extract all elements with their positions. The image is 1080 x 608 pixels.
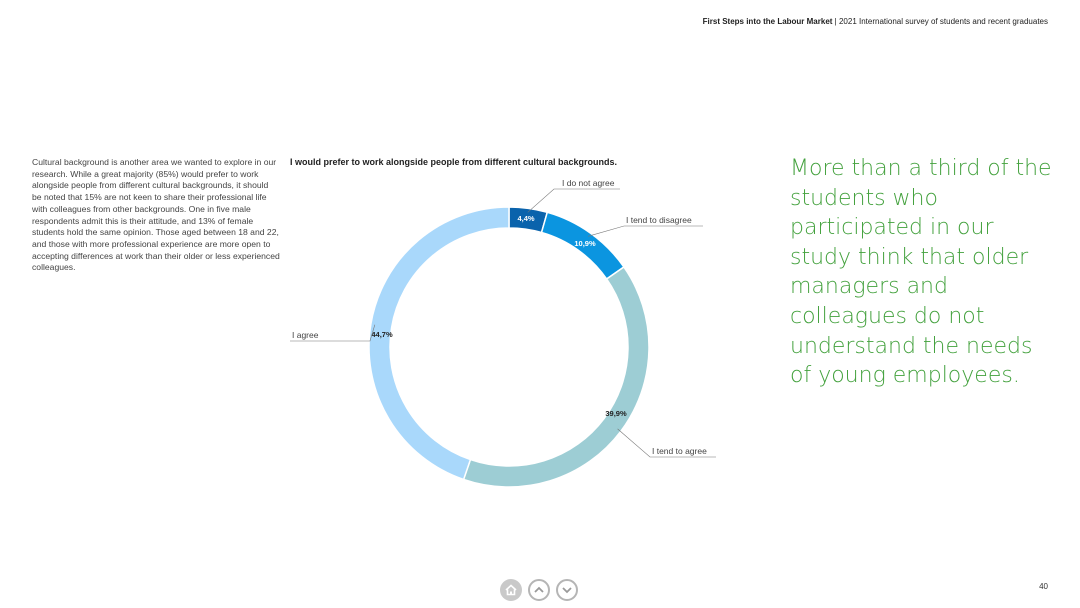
report-subtitle: 2021 International survey of students an… <box>838 17 1048 26</box>
header-separator: | <box>832 17 839 26</box>
slice-value-label-2: 10,9% <box>574 239 596 248</box>
report-header: First Steps into the Labour Market | 202… <box>703 17 1048 26</box>
home-icon <box>505 584 517 596</box>
home-button[interactable] <box>500 579 522 601</box>
chart-title: I would prefer to work alongside people … <box>290 157 618 167</box>
category-label-4: I agree <box>292 330 319 340</box>
callout-line-3 <box>617 428 716 458</box>
callout-line-1 <box>527 188 620 213</box>
donut-slice-4 <box>368 206 510 481</box>
body-paragraph: Cultural background is another area we w… <box>32 157 280 273</box>
previous-page-button[interactable] <box>528 579 550 601</box>
chevron-up-icon <box>534 586 544 593</box>
page-number: 40 <box>1039 582 1048 591</box>
donut-slice-3 <box>462 265 650 488</box>
chevron-down-icon <box>562 587 572 594</box>
next-page-button[interactable] <box>556 579 578 601</box>
report-title: First Steps into the Labour Market <box>702 17 833 26</box>
callout-line-4 <box>290 324 376 342</box>
category-label-1: I do not agree <box>562 178 615 188</box>
page-navigation <box>500 579 578 601</box>
slice-value-label-3: 39,9% <box>605 409 627 418</box>
pull-quote: More than a third of the students who pa… <box>790 156 1052 389</box>
slice-value-label-4: 44,7% <box>371 330 393 339</box>
category-label-2: I tend to disagree <box>626 215 692 225</box>
slice-value-label-1: 4,4% <box>517 214 534 223</box>
callout-line-2 <box>587 225 703 237</box>
category-label-3: I tend to agree <box>652 446 707 456</box>
